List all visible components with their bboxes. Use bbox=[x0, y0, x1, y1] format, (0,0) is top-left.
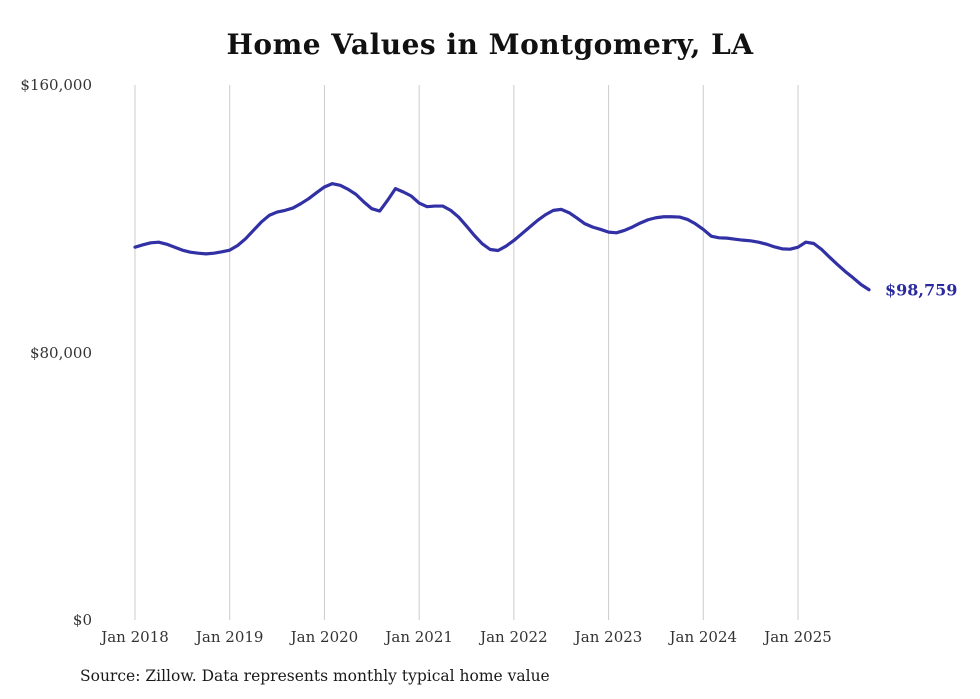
source-note: Source: Zillow. Data represents monthly … bbox=[80, 667, 550, 685]
chart-title: Home Values in Montgomery, LA bbox=[226, 28, 754, 61]
home-value-series-line bbox=[133, 182, 871, 292]
